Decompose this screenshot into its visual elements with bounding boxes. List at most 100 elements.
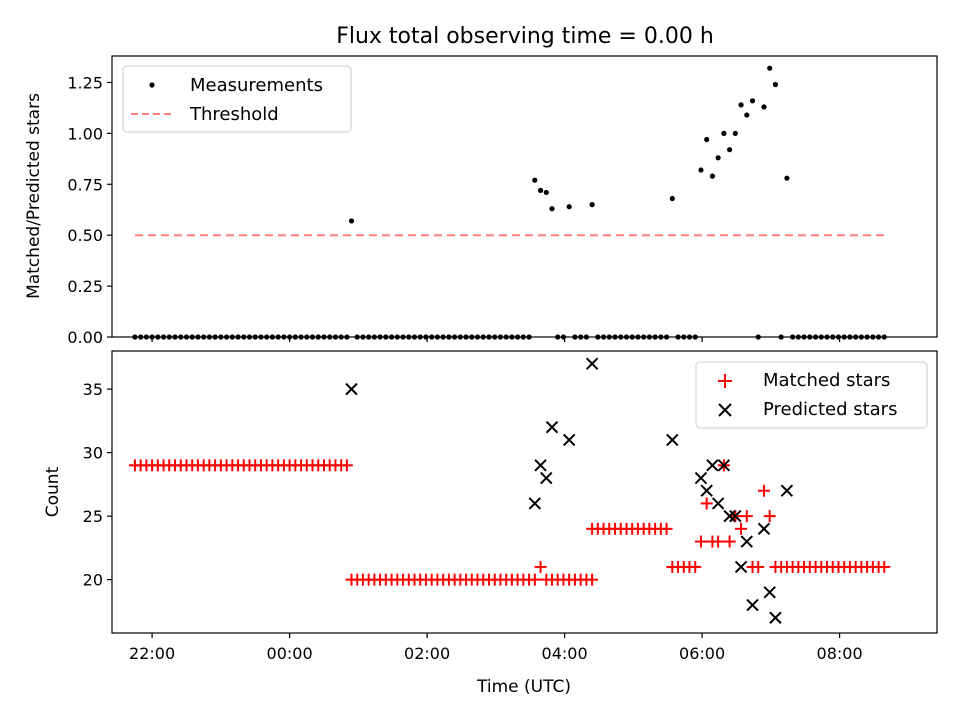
predicted-star-marker: [746, 598, 759, 612]
bottom-y-tick-label: 25: [83, 507, 103, 526]
bottom-legend-box: [695, 361, 928, 429]
matched-star-marker: [586, 573, 599, 586]
bottom-axes-frame: [111, 350, 938, 634]
measurement-point: [727, 147, 733, 153]
measurement-point: [704, 136, 710, 143]
measurement-point: [537, 187, 544, 193]
matched-star-marker: [740, 510, 753, 523]
x-tick-label: 00:00: [267, 644, 313, 663]
measurement-point: [543, 189, 549, 196]
predicted-star-marker: [666, 433, 679, 447]
top-y-tick-label: 0.00: [67, 328, 103, 347]
matched-star-marker: [534, 560, 547, 573]
predicted-star-marker: [740, 535, 753, 548]
matched-star-marker: [700, 497, 713, 510]
predicted-star-marker: [757, 522, 771, 536]
matched-star-marker: [878, 560, 891, 573]
top-y-tick-label: 1.25: [67, 73, 103, 92]
predicted-star-marker: [769, 611, 782, 624]
measurement-point: [772, 81, 779, 88]
predicted-star-marker: [700, 484, 713, 497]
bottom-x-ticks: 22:00 00:00 02:00 04:00 06:00 08:00: [129, 633, 863, 663]
predicted-star-marker: [706, 459, 719, 472]
measurement-point: [532, 177, 538, 183]
predicted-star-marker: [562, 433, 576, 447]
predicted-star-marker: [780, 484, 794, 497]
top-legend-box: [122, 65, 352, 133]
bottom-y-tick-label: 20: [83, 571, 103, 590]
predicted-star-marker: [723, 509, 736, 523]
measurement-point: [698, 167, 704, 173]
top-y-tick-label: 0.50: [67, 226, 103, 245]
predicted-star-marker: [345, 382, 358, 396]
predicted-star-marker: [545, 421, 559, 434]
bottom-y-axis-label: Count: [43, 466, 63, 517]
x-tick-label: 22:00: [129, 644, 175, 663]
predicted-star-marker: [734, 560, 748, 574]
matched-stars-legend-marker: [718, 374, 732, 388]
bottom-legend: Matched stars Predicted stars: [695, 361, 928, 429]
measurement-point: [709, 173, 716, 179]
top-axes: 0.00 0.25 0.50 0.75 1.00 1.25: [67, 55, 938, 347]
matched-star-marker: [752, 560, 765, 573]
predicted-star-marker: [540, 471, 553, 485]
bottom-y-tick-label: 30: [83, 444, 103, 463]
measurement-point: [721, 130, 727, 136]
x-tick-label: 02:00: [404, 644, 450, 663]
predicted-stars-legend-label: Predicted stars: [763, 399, 897, 420]
predicted-star-marker: [585, 357, 599, 370]
threshold-legend-label: Threshold: [189, 104, 279, 125]
x-tick-label: 04:00: [542, 644, 588, 663]
bottom-y-tick-label: 35: [83, 380, 103, 399]
x-axis-label: Time (UTC): [476, 677, 571, 697]
top-y-ticks: 0.00 0.25 0.50 0.75 1.00 1.25: [67, 73, 112, 347]
matched-star-marker: [660, 522, 673, 535]
matched-star-marker: [757, 484, 770, 497]
matched-stars-legend-label: Matched stars: [763, 370, 890, 391]
predicted-star-marker: [763, 586, 776, 599]
top-legend: Measurements Threshold: [122, 65, 352, 133]
measurements-legend-label: Measurements: [190, 75, 323, 96]
top-y-tick-label: 0.75: [67, 175, 103, 194]
matched-star-marker: [723, 535, 736, 548]
measurement-point: [738, 102, 744, 108]
matched-star-marker: [735, 522, 748, 535]
predicted-star-marker: [711, 497, 725, 510]
measurement-point: [732, 130, 738, 136]
matched-star-marker: [340, 459, 353, 472]
top-axes-frame: [111, 55, 938, 338]
top-y-tick-label: 0.25: [67, 277, 103, 296]
measurements-legend-marker: [149, 82, 155, 88]
measurement-point: [749, 98, 756, 104]
top-y-tick-label: 1.00: [67, 124, 103, 143]
matched-star-marker: [712, 535, 725, 548]
measurement-point: [744, 112, 750, 118]
top-chart-title: Flux total observing time = 0.00 h: [336, 24, 714, 49]
predicted-star-marker: [528, 497, 542, 510]
measurement-point: [784, 175, 790, 181]
measurement-point: [348, 218, 355, 224]
x-tick-label: 08:00: [817, 644, 863, 663]
top-y-axis-label: Matched/Predicted stars: [24, 93, 44, 299]
bottom-plot-area: [128, 357, 891, 624]
predicted-stars-legend-marker: [718, 403, 732, 417]
predicted-star-marker: [729, 509, 742, 523]
bottom-y-ticks: 20 25 30 35: [83, 380, 112, 590]
predicted-star-marker: [717, 459, 731, 472]
matched-star-marker: [528, 573, 541, 586]
matched-star-marker: [763, 510, 776, 523]
bottom-axes: 20 25 30 35 22:00 00:00 02:00 04:00 06:00 08:00: [83, 350, 938, 663]
x-tick-label: 06:00: [679, 644, 725, 663]
predicted-star-marker: [534, 459, 547, 472]
matched-star-marker: [689, 560, 702, 573]
measurement-point: [566, 204, 572, 210]
measurement-point: [761, 104, 767, 110]
measurement-point: [767, 65, 773, 71]
predicted-star-marker: [694, 471, 708, 485]
measurement-point: [549, 206, 555, 212]
measurement-point: [669, 195, 675, 202]
measurement-point: [715, 155, 721, 161]
matched-star-marker: [694, 535, 707, 548]
measurement-point: [589, 202, 595, 208]
